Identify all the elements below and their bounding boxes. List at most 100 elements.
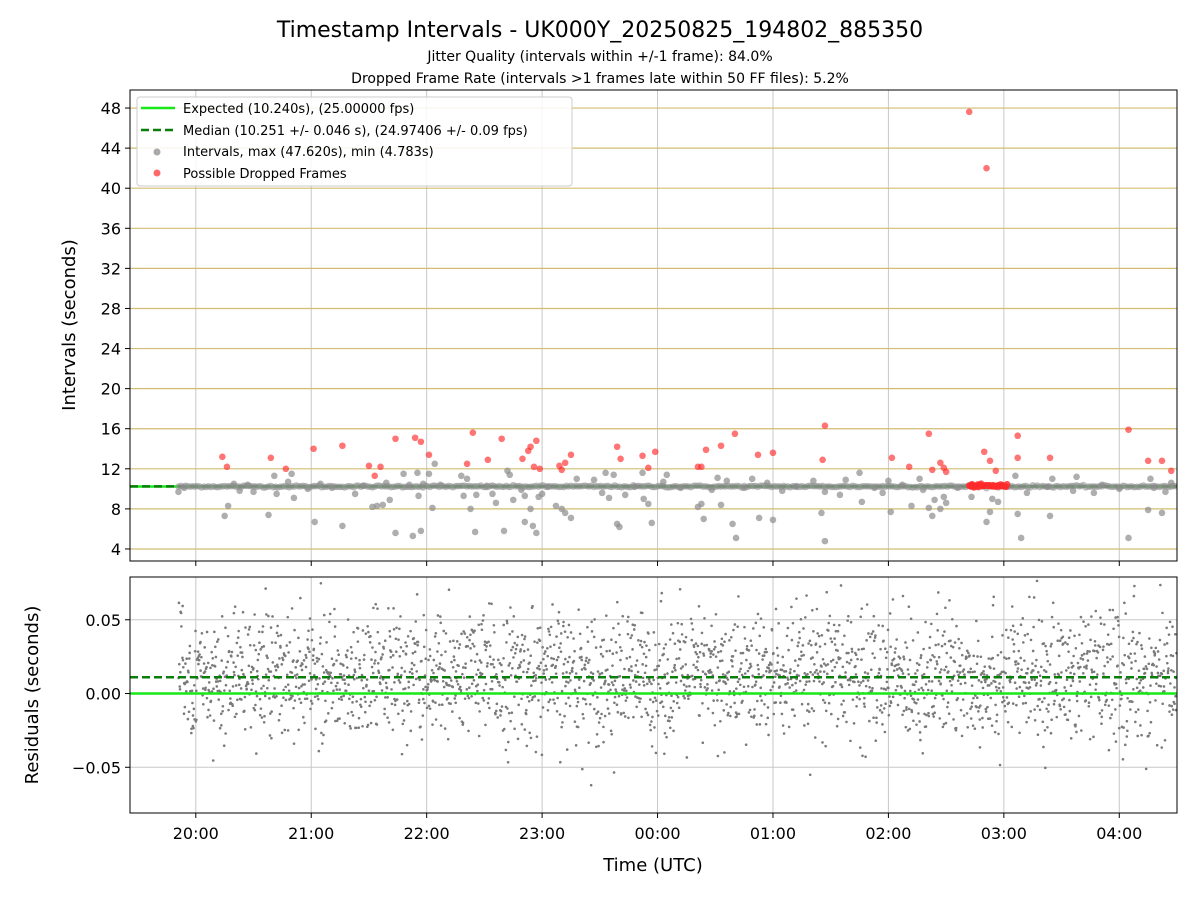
residual-point — [770, 663, 773, 666]
residual-point — [1019, 623, 1023, 626]
residual-point — [281, 658, 285, 662]
residual-point — [397, 678, 401, 682]
residual-point — [1024, 681, 1027, 685]
residual-point — [807, 642, 810, 645]
residual-point — [953, 660, 957, 664]
residual-point — [1009, 628, 1013, 632]
residual-point — [204, 686, 207, 690]
residual-point — [370, 665, 374, 669]
residual-point — [1047, 703, 1050, 707]
residual-point — [235, 641, 239, 645]
residual-point — [791, 621, 795, 625]
residual-point — [256, 658, 260, 662]
interval-point — [871, 484, 878, 492]
residual-point — [623, 687, 627, 690]
residual-point — [886, 668, 889, 671]
residual-point — [948, 599, 951, 602]
residual-point — [726, 678, 730, 681]
residual-point — [779, 694, 783, 698]
residual-point — [736, 625, 739, 628]
residual-point — [351, 714, 355, 717]
residual-point — [247, 628, 251, 631]
residual-point — [735, 712, 739, 716]
residual-point — [1020, 668, 1023, 671]
residual-point — [386, 696, 389, 699]
residual-point — [515, 680, 519, 683]
residual-point — [1165, 626, 1168, 630]
residual-point — [724, 682, 728, 685]
residual-point — [617, 622, 620, 625]
residual-point — [621, 683, 625, 687]
residual-point — [487, 602, 491, 605]
residual-point — [262, 720, 266, 724]
residual-point — [754, 680, 758, 683]
residual-point — [732, 628, 735, 632]
residual-point — [234, 684, 238, 687]
residual-point — [290, 607, 294, 610]
residual-point — [303, 721, 306, 725]
residual-point — [279, 646, 282, 649]
residual-point — [698, 650, 702, 654]
residual-point — [314, 678, 318, 681]
residual-point — [265, 654, 268, 658]
residual-point — [681, 665, 685, 668]
dropped-frame-point — [980, 448, 988, 456]
interval-point — [1098, 481, 1106, 489]
residual-point — [807, 710, 811, 713]
residual-point — [1123, 601, 1126, 605]
residual-point — [1170, 704, 1173, 708]
interval-point — [457, 472, 465, 480]
residual-point — [542, 657, 545, 661]
residual-point — [376, 630, 380, 634]
residual-point — [525, 744, 529, 748]
residual-point — [685, 685, 688, 688]
residual-point — [1027, 681, 1031, 684]
residual-point — [505, 621, 509, 625]
residual-point — [975, 705, 979, 709]
residual-point — [1093, 644, 1097, 647]
interval-point — [836, 491, 844, 499]
residual-point — [207, 708, 210, 712]
residual-point — [1160, 746, 1164, 749]
residual-point — [483, 643, 487, 647]
residual-point — [183, 705, 187, 709]
residual-point — [249, 670, 253, 674]
dropped-frame-point — [821, 422, 829, 430]
interval-point — [928, 512, 936, 520]
residual-point — [335, 688, 339, 691]
residual-point — [905, 705, 908, 709]
residual-point — [711, 711, 715, 715]
residual-point — [584, 702, 588, 706]
residual-point — [224, 626, 227, 629]
residual-point — [726, 713, 730, 717]
residual-point — [258, 697, 262, 701]
residual-point — [730, 635, 733, 639]
residual-point — [904, 725, 908, 729]
interval-point — [740, 484, 748, 492]
residual-point — [597, 721, 601, 724]
residual-point — [428, 654, 432, 658]
residual-point — [734, 649, 737, 652]
residual-point — [829, 660, 833, 663]
intervals-grid — [130, 90, 1177, 561]
residual-point — [848, 661, 851, 665]
residual-point — [673, 642, 677, 646]
residual-point — [528, 661, 531, 664]
interval-point — [1044, 483, 1052, 491]
residual-point — [200, 655, 203, 659]
residual-point — [839, 584, 843, 587]
residual-point — [506, 740, 510, 744]
residual-point — [391, 728, 395, 732]
residual-point — [264, 587, 267, 590]
residual-point — [680, 633, 684, 636]
residual-point — [362, 658, 366, 661]
interval-point — [708, 486, 716, 494]
residual-point — [373, 698, 377, 702]
interval-point — [898, 481, 906, 489]
residual-point — [509, 674, 513, 677]
residual-point — [976, 639, 980, 643]
interval-point — [648, 519, 656, 527]
residual-point — [766, 716, 770, 720]
residual-point — [1085, 652, 1089, 655]
residual-point — [914, 672, 917, 675]
